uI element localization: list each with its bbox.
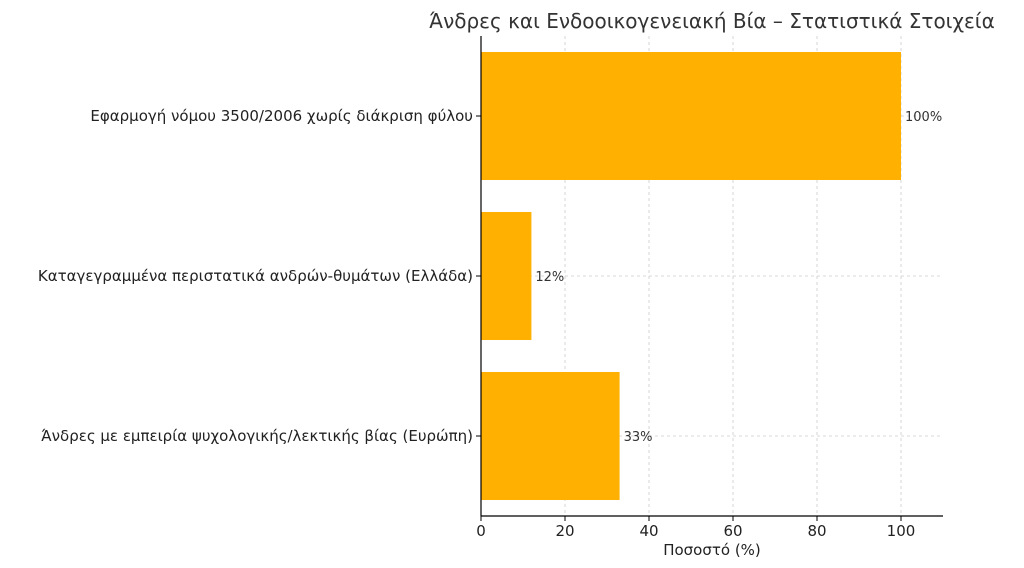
x-axis-title: Ποσοστό (%): [663, 541, 761, 559]
data-label: 33%: [624, 430, 653, 445]
category-label: Άνδρες με εμπειρία ψυχολογικής/λεκτικής …: [41, 427, 473, 445]
category-label: Καταγεγραμμένα περιστατικά ανδρών-θυμάτω…: [38, 267, 473, 285]
data-label: 12%: [535, 270, 564, 285]
bars: [481, 52, 901, 500]
x-tick-label: 80: [807, 522, 826, 540]
bar: [481, 52, 901, 180]
x-tick-label: 40: [639, 522, 658, 540]
x-tick-label: 20: [555, 522, 574, 540]
x-tick-label: 100: [887, 522, 916, 540]
category-label: Εφαρμογή νόμου 3500/2006 χωρίς διάκριση …: [90, 107, 473, 125]
x-tick-label: 60: [723, 522, 742, 540]
bar: [481, 212, 532, 340]
data-label: 100%: [905, 110, 942, 125]
x-ticks: 0 20 40 60 80 100: [476, 115, 916, 540]
data-labels: 100% 12% 33%: [535, 110, 942, 445]
category-labels: Εφαρμογή νόμου 3500/2006 χωρίς διάκριση …: [38, 107, 473, 445]
chart-title: Άνδρες και Ενδοοικογενειακή Βία – Στατισ…: [429, 9, 995, 33]
bar: [481, 372, 620, 500]
x-tick-label: 0: [476, 522, 486, 540]
